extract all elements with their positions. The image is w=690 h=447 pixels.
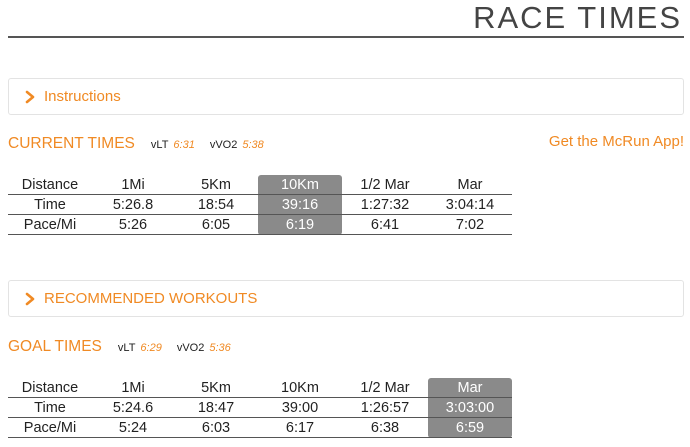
time-cell: 3:03:00 — [445, 400, 495, 416]
header-cell[interactable]: 1/2 Mar — [360, 380, 410, 396]
mcrun-app-link[interactable]: Get the McRun App! — [548, 133, 684, 150]
table-row: Time 5:26.8 18:54 39:16 1:27:32 3:04:14 — [8, 195, 512, 215]
goal-vvo2-label: vVO2 — [176, 342, 205, 354]
goal-highlight-column — [428, 378, 512, 438]
row-label: Pace/Mi — [23, 420, 77, 436]
time-cell: 18:47 — [197, 400, 235, 416]
pace-cell: 6:17 — [285, 420, 315, 436]
current-vlt-value: 6:31 — [173, 139, 195, 151]
row-label: Pace/Mi — [23, 217, 77, 233]
current-vlt-label: vLT — [150, 139, 169, 151]
header-cell[interactable]: 1Mi — [121, 177, 145, 193]
row-label: Time — [34, 197, 66, 213]
goal-times-header: GOAL TIMES vLT 6:29 vVO2 5:36 — [8, 338, 246, 356]
time-cell: 39:16 — [281, 197, 319, 213]
time-cell: 1:27:32 — [360, 197, 410, 213]
time-cell: 5:24.6 — [112, 400, 154, 416]
header-cell: Distance — [21, 177, 79, 193]
recommended-workouts-panel-toggle[interactable]: RECOMMENDED WORKOUTS — [8, 280, 684, 317]
row-label: Time — [34, 400, 66, 416]
goal-times-table: Distance 1Mi 5Km 10Km 1/2 Mar Mar Time 5… — [8, 378, 512, 438]
header-cell: Distance — [21, 380, 79, 396]
current-highlight-column — [258, 175, 342, 235]
header-cell[interactable]: Mar — [457, 380, 483, 396]
table-row: Distance 1Mi 5Km 10Km 1/2 Mar Mar — [8, 175, 512, 195]
header-cell[interactable]: 1/2 Mar — [360, 177, 410, 193]
chevron-right-icon — [25, 292, 35, 305]
goal-vvo2-value: 5:36 — [209, 342, 231, 354]
pace-cell: 6:59 — [455, 420, 485, 436]
table-row: Time 5:24.6 18:47 39:00 1:26:57 3:03:00 — [8, 398, 512, 418]
current-times-header: CURRENT TIMES vLT 6:31 vVO2 5:38 — [8, 135, 279, 153]
table-row: Distance 1Mi 5Km 10Km 1/2 Mar Mar — [8, 378, 512, 398]
goal-times-heading: GOAL TIMES — [8, 338, 102, 355]
chevron-right-icon — [25, 90, 35, 103]
goal-vlt-value: 6:29 — [140, 342, 162, 354]
time-cell: 5:26.8 — [112, 197, 154, 213]
instructions-label: Instructions — [44, 88, 121, 105]
header-cell[interactable]: Mar — [457, 177, 483, 193]
header-cell[interactable]: 5Km — [201, 177, 231, 193]
time-cell: 1:26:57 — [360, 400, 410, 416]
header-cell[interactable]: 10Km — [281, 380, 319, 396]
time-cell: 3:04:14 — [445, 197, 495, 213]
recommended-workouts-label: RECOMMENDED WORKOUTS — [44, 290, 258, 307]
table-row: Pace/Mi 5:24 6:03 6:17 6:38 6:59 — [8, 418, 512, 438]
pace-cell: 6:38 — [370, 420, 400, 436]
table-row: Pace/Mi 5:26 6:05 6:19 6:41 7:02 — [8, 215, 512, 235]
pace-cell: 7:02 — [455, 217, 485, 233]
current-vvo2-value: 5:38 — [242, 139, 264, 151]
current-times-table: Distance 1Mi 5Km 10Km 1/2 Mar Mar Time 5… — [8, 175, 512, 235]
pace-cell: 6:19 — [285, 217, 315, 233]
current-times-heading: CURRENT TIMES — [8, 135, 135, 152]
header-cell[interactable]: 10Km — [281, 177, 319, 193]
pace-cell: 6:05 — [201, 217, 231, 233]
goal-vlt-label: vLT — [117, 342, 136, 354]
pace-cell: 5:24 — [118, 420, 148, 436]
page-title: RACE TIMES — [473, 0, 682, 35]
title-divider — [8, 36, 684, 38]
instructions-panel-toggle[interactable]: Instructions — [8, 78, 684, 115]
current-vvo2-label: vVO2 — [209, 139, 238, 151]
header-cell[interactable]: 5Km — [201, 380, 231, 396]
pace-cell: 6:41 — [370, 217, 400, 233]
time-cell: 39:00 — [281, 400, 319, 416]
pace-cell: 5:26 — [118, 217, 148, 233]
time-cell: 18:54 — [197, 197, 235, 213]
pace-cell: 6:03 — [201, 420, 231, 436]
header-cell[interactable]: 1Mi — [121, 380, 145, 396]
